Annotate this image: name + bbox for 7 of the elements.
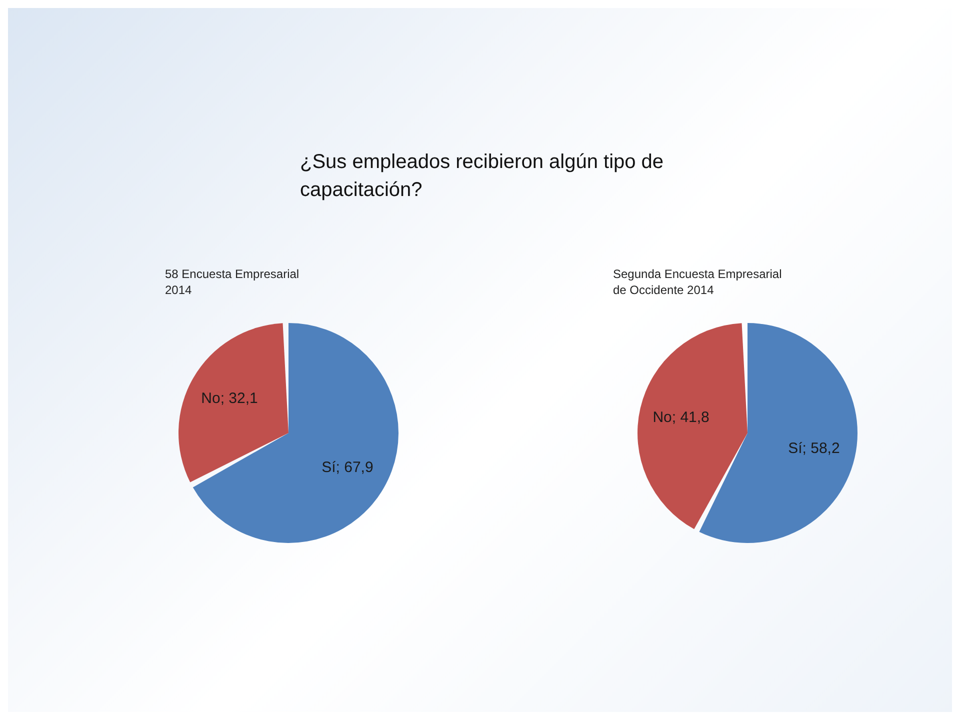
slice-label: No; 32,1	[201, 390, 258, 408]
slice-label: Sí; 67,9	[322, 458, 374, 476]
slice-label: Sí; 58,2	[788, 440, 840, 457]
slice-label: No; 41,8	[652, 409, 710, 426]
text: ¿Sus empleados recibieron algún tipo de capacitación?	[300, 150, 665, 203]
chart-subtitle: 58 Encuesta Empresarial 2014	[165, 266, 300, 298]
chart-subtitle: Segunda Encuesta Empresarial de Occidente 2014	[613, 266, 783, 298]
